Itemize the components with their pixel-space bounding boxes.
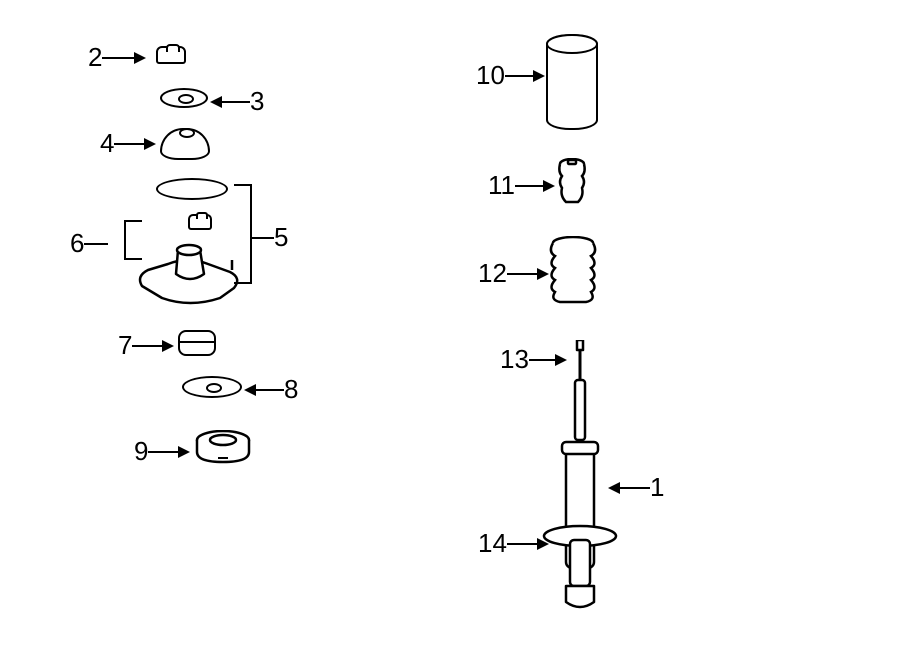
part-bellows	[548, 236, 598, 306]
part-bump-stop	[556, 158, 588, 206]
label-8: 8	[284, 374, 298, 405]
part-strut-mount	[134, 236, 244, 306]
callout-2: 2	[88, 42, 146, 73]
part-lower-bushing	[178, 330, 216, 356]
callout-8: 8	[244, 374, 298, 405]
part-spring-seat-collar	[194, 430, 252, 464]
callout-14: 14	[478, 528, 549, 559]
label-7: 7	[118, 330, 132, 361]
callout-12: 12	[478, 258, 549, 289]
diagram-canvas: 2 3 4 5 6 7 8 9 10 1	[0, 0, 900, 661]
callout-3: 3	[210, 86, 264, 117]
part-flat-washer	[160, 88, 208, 108]
callout-1: 1	[608, 472, 664, 503]
label-12: 12	[478, 258, 507, 289]
callout-13: 13	[500, 344, 567, 375]
part-dust-tube	[546, 34, 598, 130]
label-9: 9	[134, 436, 148, 467]
callout-11: 11	[488, 170, 555, 201]
callout-4: 4	[100, 128, 156, 159]
label-14: 14	[478, 528, 507, 559]
part-lower-washer	[182, 376, 242, 398]
callout-7: 7	[118, 330, 174, 361]
label-3: 3	[250, 86, 264, 117]
part-dome-bushing	[160, 128, 210, 160]
label-10: 10	[476, 60, 505, 91]
callout-10: 10	[476, 60, 545, 91]
label-2: 2	[88, 42, 102, 73]
callout-9: 9	[134, 436, 190, 467]
label-6: 6	[70, 228, 84, 259]
callout-6: 6	[70, 228, 108, 259]
bracket-6	[124, 220, 126, 260]
label-4: 4	[100, 128, 114, 159]
part-mount-nut-top	[188, 214, 212, 230]
label-1: 1	[650, 472, 664, 503]
part-upper-seat	[156, 178, 228, 200]
label-13: 13	[500, 344, 529, 375]
callout-5: 5	[252, 222, 288, 253]
part-nut	[156, 46, 186, 64]
label-5: 5	[274, 222, 288, 253]
label-11: 11	[488, 170, 515, 201]
